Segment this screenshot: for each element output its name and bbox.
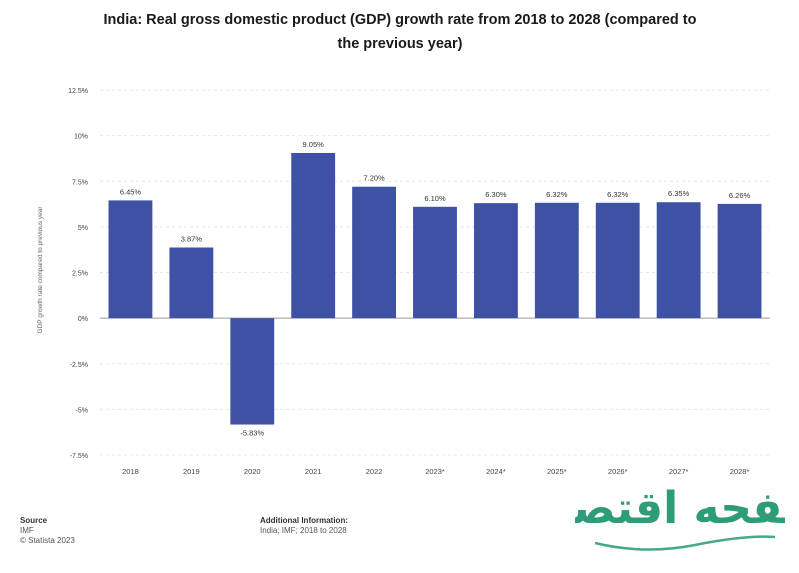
value-label: 3.87% [181,234,203,243]
y-tick-label: 12.5% [68,88,88,95]
chart-title-line-1: India: Real gross domestic product (GDP)… [103,12,697,28]
additional-info-block: Additional Information: India; IMF; 2018… [260,516,348,536]
info-text: India; IMF; 2018 to 2028 [260,526,347,535]
bar [473,203,518,319]
x-tick-label: 2028* [730,467,750,476]
y-tick-label: 7.5% [72,179,88,186]
x-tick-label: 2026* [608,467,628,476]
value-label: 6.35% [668,189,690,198]
chart-title-line-2: the previous year) [337,36,463,52]
x-axis-ticks: 2018 2019 2020 2021 2022 2023* 2024* 2025* 2026*… [122,467,749,476]
x-tick-label: 2023* [425,467,445,476]
value-label: 6.30% [485,190,507,199]
y-tick-label: 5% [78,225,88,232]
x-tick-label: 2025* [547,467,567,476]
watermark-text: صفحه اقتصاد [575,483,785,534]
bar [108,200,153,319]
info-heading: Additional Information: [260,516,348,525]
y-axis-ticks: -7.5% -5% -2.5% 0% 2.5% 5% 7.5% 10% 12.5% [68,88,88,460]
y-axis-label: GDP growth rate compared to previous yea… [37,206,44,334]
value-label: 6.32% [607,190,629,199]
bars [108,152,762,425]
chart-title: India: Real gross domestic product (GDP)… [40,8,760,56]
x-tick-label: 2019 [183,467,200,476]
source-site: © Statista 2023 [20,536,75,545]
value-label: 6.26% [729,191,751,200]
x-tick-label: 2024* [486,467,506,476]
bar [169,247,214,319]
value-label: 6.32% [546,190,568,199]
bar [291,152,336,319]
watermark-logo: صفحه اقتصاد [575,483,785,551]
y-tick-label: 10% [74,134,88,141]
value-labels: 6.45% 3.87% -5.83% 9.05% 7.20% 6.10% 6.30% 6.32… [120,140,751,438]
bar [413,206,457,319]
y-tick-label: 2.5% [72,271,88,278]
x-tick-label: 2021 [305,467,322,476]
value-label: -5.83% [240,429,264,438]
x-tick-label: 2020 [244,467,261,476]
x-tick-label: 2027* [669,467,689,476]
bar [656,202,701,319]
bar [717,203,762,319]
bar [352,186,397,319]
x-tick-label: 2018 [122,467,139,476]
y-tick-label: 0% [78,316,88,323]
y-tick-label: -2.5% [70,362,88,369]
bar [595,202,640,319]
source-name: IMF [20,526,34,535]
value-label: 6.10% [424,194,446,203]
bar [230,318,275,425]
value-label: 7.20% [363,174,385,183]
source-block: Source IMF © Statista 2023 [20,516,75,546]
y-tick-label: -5% [76,407,88,414]
source-heading: Source [20,516,48,525]
watermark-swash [594,535,776,551]
value-label: 6.45% [120,187,142,196]
x-tick-label: 2022 [366,467,383,476]
bar [534,202,579,319]
y-tick-label: -7.5% [70,453,88,460]
value-label: 9.05% [303,140,325,149]
